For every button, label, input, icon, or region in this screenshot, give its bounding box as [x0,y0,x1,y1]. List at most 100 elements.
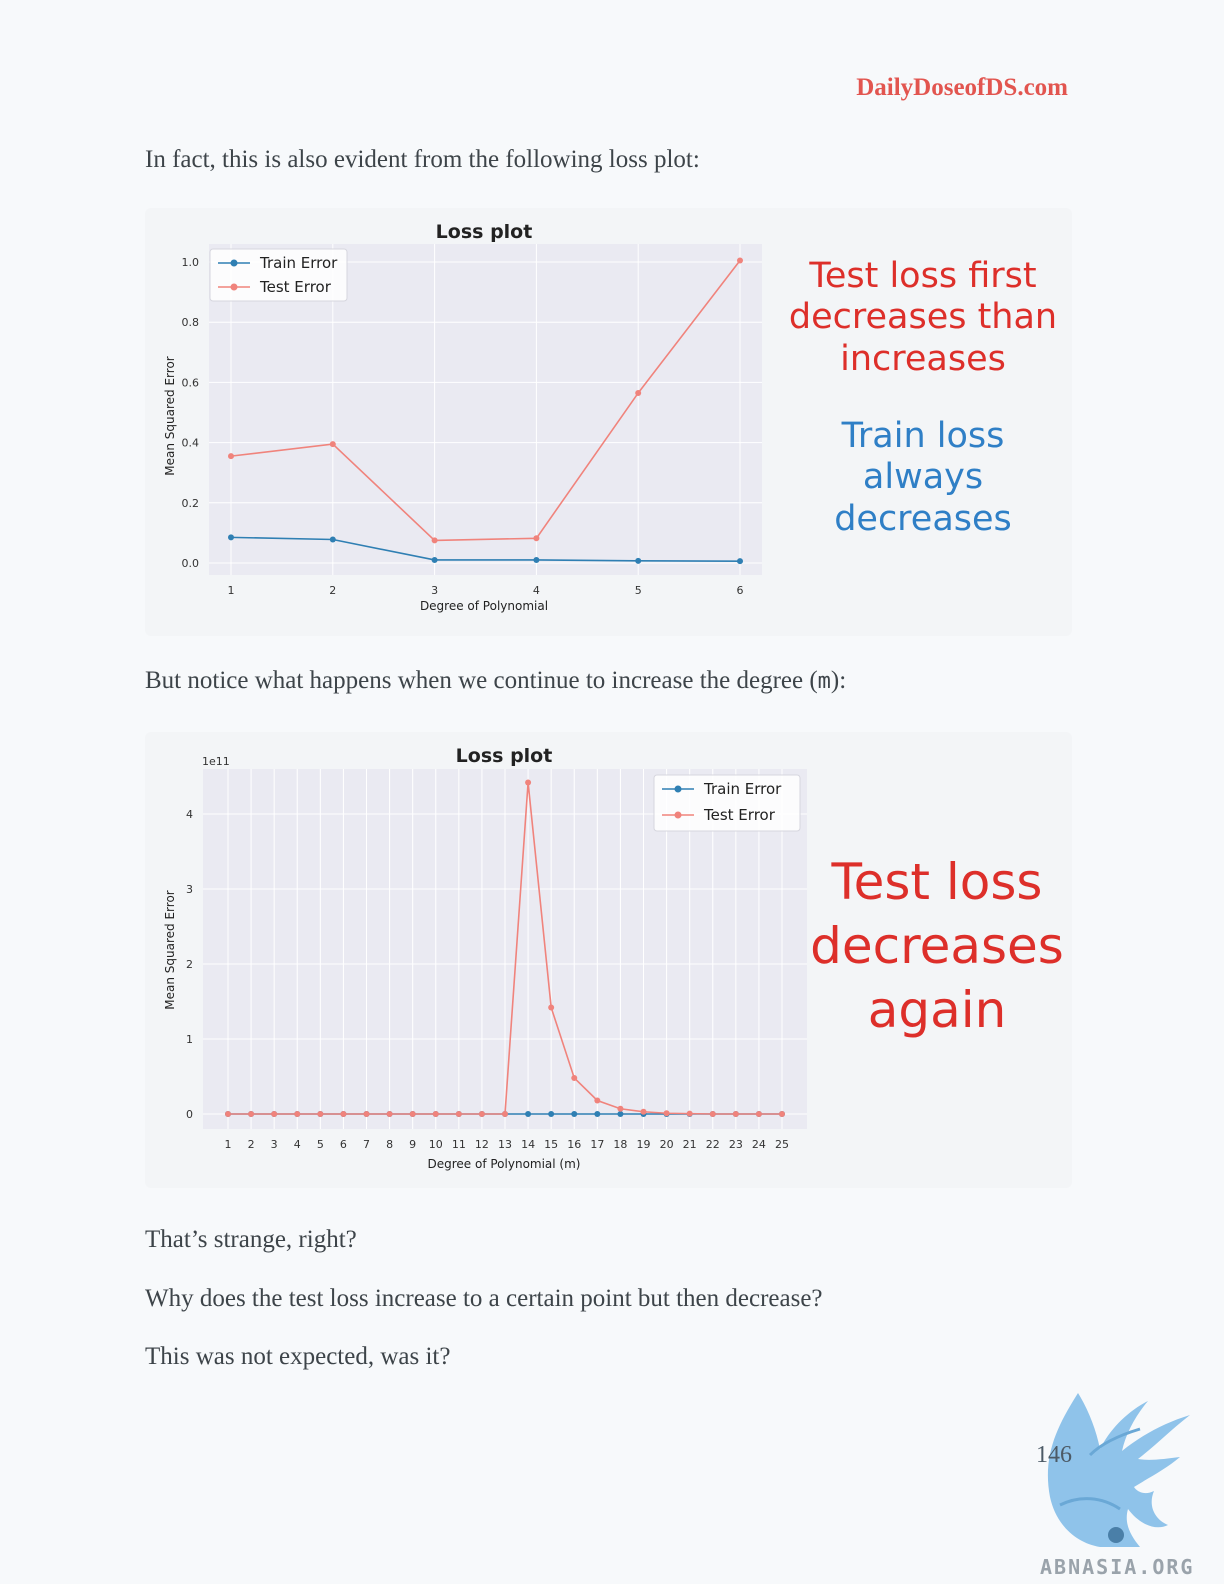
chart1-xtick-label: 4 [533,584,540,597]
chart2-point-test [432,1111,439,1117]
watermark-logo [1030,1385,1224,1584]
annotation-line: decreases than [788,297,1058,338]
chart1-ytick-label: 0.0 [182,557,200,570]
chart1-ylabel: Mean Squared Error [163,356,177,476]
chart1-ytick-label: 1.0 [182,256,200,269]
chart1-legend-swatch-marker [230,283,238,291]
chart2-xtick-label: 14 [521,1138,535,1151]
loss-plot-chart-2: Loss plot 1e11 Mean Squared Error Degree… [163,745,807,1171]
chart2-point-train [548,1111,555,1117]
chart1-point-train [431,556,438,563]
chart2-point-train [525,1111,532,1117]
chart1-point-test [431,537,438,544]
chart1-point-test [329,441,336,448]
chart2-xtick-label: 21 [683,1138,697,1151]
chart2-xtick-label: 15 [544,1138,558,1151]
chart2-point-test [271,1111,278,1117]
variable-m: m [817,669,831,694]
chart2-xtick-label: 11 [452,1138,466,1151]
paragraph-continue: But notice what happens when we continue… [145,667,846,695]
chart1-legend-label: Test Error [259,278,332,296]
chart2-xtick-label: 23 [729,1138,743,1151]
chart1-ytick-label: 0.6 [182,376,200,389]
chart2-xtick-label: 2 [248,1138,255,1151]
chart2-point-test [732,1111,739,1117]
annotation-test-loss-again: Test loss decreases again [807,850,1067,1042]
chart2-point-train [571,1111,578,1117]
annotation-line: decreases [810,917,1064,975]
chart2-scale-label: 1e11 [202,755,230,768]
paragraph-text: But notice what happens when we continue… [145,667,818,694]
chart2-xtick-label: 4 [294,1138,301,1151]
chart2-point-test [571,1075,578,1081]
chart1-point-test [635,389,642,396]
annotation-line: again [867,981,1007,1039]
chart2-point-test [248,1111,255,1117]
chart2-point-test [409,1111,416,1117]
chart2-ytick-label: 1 [186,1033,193,1046]
chart1-point-test [228,453,234,460]
chart1-xlabel: Degree of Polynomial [420,599,548,613]
chart2-point-train [617,1111,624,1117]
chart1-point-test [737,257,743,264]
chart2-point-test [594,1097,601,1104]
chart2-ytick-label: 3 [186,883,193,896]
annotation-train-loss: Train loss always decreases [773,416,1073,540]
site-link[interactable]: DailyDoseofDS.com [856,74,1068,101]
chart1-ytick-label: 0.4 [182,437,200,450]
chart1-series-line-train [230,536,741,562]
chart2-point-test [455,1111,462,1117]
chart2-xtick-label: 13 [498,1138,512,1151]
chart2-title: Loss plot [456,745,553,767]
annotation-line: Test loss first [809,256,1037,296]
chart2-xtick-label: 24 [752,1138,766,1151]
chart2-point-test [709,1111,716,1117]
chart2-xtick-label: 20 [660,1138,674,1151]
chart1-xtick-label: 2 [329,584,336,597]
chart2-ytick-label: 0 [186,1108,193,1121]
annotation-line: Test loss [831,853,1043,911]
chart2-xtick-label: 22 [706,1138,720,1151]
chart2-xtick-label: 12 [475,1138,489,1151]
chart1-legend-box [209,248,348,302]
paragraph-text: ): [830,667,847,694]
paragraph-expected: This was not expected, was it? [145,1343,451,1370]
chart2-legend-swatch-marker [674,811,682,819]
chart1-series-line-test [230,260,741,542]
chart1-legend-swatch-marker [230,259,238,267]
chart1-point-train [737,558,743,565]
annotation-line: Train loss [841,416,1005,456]
chart1-ytick-label: 0.8 [182,316,200,329]
chart1-xtick-label: 3 [431,584,438,597]
chart2-legend-label: Test Error [703,806,776,824]
chart2-ylabel: Mean Squared Error [163,890,177,1010]
loss-plot-chart-1: Loss plot Mean Squared Error Degree of P… [163,221,762,613]
paragraph-intro: In fact, this is also evident from the f… [145,146,700,173]
chart2-point-test [617,1105,624,1112]
chart2-point-test [363,1111,370,1117]
chart2-xlabel: Degree of Polynomial (m) [428,1157,581,1171]
chart2-xtick-label: 10 [429,1138,443,1151]
chart2-xtick-label: 3 [271,1138,278,1151]
chart1-point-train [533,556,540,563]
chart1-xtick-label: 1 [228,584,235,597]
annotation-line: increases [840,338,1006,379]
chart2-point-test [663,1110,670,1117]
figure-loss-plot-2: Loss plot 1e11 Mean Squared Error Degree… [145,732,1072,1188]
page-number: 146 [1036,1442,1072,1468]
chart1-point-test [533,535,540,542]
annotation-line: always [862,457,984,498]
chart1-point-train [329,536,336,543]
chart2-point-test [755,1111,762,1117]
chart1-xtick-label: 6 [737,584,744,597]
chart2-point-test [502,1111,508,1117]
chart2-point-test [386,1111,393,1117]
chart2-point-test [294,1111,301,1117]
chart2-legend-label: Train Error [703,780,782,798]
annotation-line: decreases [834,498,1012,539]
chart2-xtick-label: 9 [409,1138,416,1151]
chart1-ytick-label: 0.2 [182,497,200,510]
chart2-xtick-label: 16 [567,1138,581,1151]
chart2-point-test [640,1108,647,1115]
watermark-text: ABNASIA.ORG [1040,1555,1195,1579]
